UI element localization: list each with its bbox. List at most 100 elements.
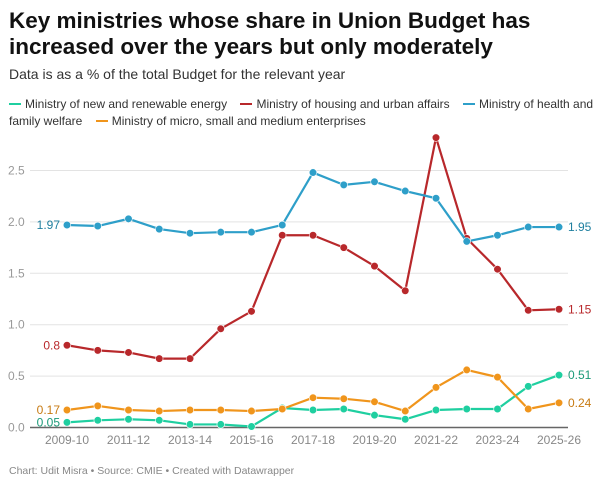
data-point: [247, 406, 256, 416]
data-point: [462, 404, 471, 414]
data-point: [62, 341, 72, 350]
data-point: [308, 405, 318, 415]
data-point: [524, 222, 533, 232]
data-point: [339, 404, 348, 414]
data-point: [93, 346, 102, 355]
data-point: [554, 370, 564, 380]
data-point: [247, 422, 256, 431]
legend-label: Ministry of housing and urban affairs: [256, 97, 450, 111]
data-point: [247, 228, 256, 237]
data-point: [554, 222, 564, 232]
data-point: [308, 168, 318, 177]
data-point: [401, 415, 410, 424]
data-point: [247, 307, 256, 316]
start-value-label: 0.05: [37, 415, 61, 429]
x-tick-label: 2009-10: [45, 433, 89, 447]
data-point: [431, 405, 441, 415]
chart-subtitle: Data is as a % of the total Budget for t…: [9, 66, 346, 82]
end-value-label: 1.15: [568, 302, 592, 316]
data-point: [401, 286, 410, 295]
data-point: [524, 306, 533, 315]
data-point: [62, 418, 72, 427]
data-point: [185, 420, 195, 429]
data-point: [339, 394, 348, 403]
data-point: [216, 405, 225, 415]
data-point: [431, 383, 441, 392]
data-point: [339, 243, 348, 252]
data-point: [339, 180, 348, 189]
data-point: [124, 405, 133, 415]
x-tick-label: 2013-14: [168, 433, 212, 447]
data-point: [370, 411, 379, 420]
y-tick-label: 1.5: [8, 266, 25, 280]
x-tick-label: 2015-16: [229, 433, 273, 447]
chart-footer: Chart: Udit Misra • Source: CMIE • Creat…: [9, 465, 295, 477]
data-point: [493, 404, 502, 414]
data-point: [308, 231, 318, 240]
data-point: [278, 231, 287, 240]
data-point: [155, 354, 164, 363]
x-tick-label: 2017-18: [291, 433, 335, 447]
data-point: [93, 416, 102, 425]
data-point: [93, 401, 102, 411]
x-tick-label: 2025-26: [537, 433, 581, 447]
data-point: [308, 393, 318, 402]
series-line: [66, 171, 559, 243]
data-point: [124, 214, 133, 223]
data-point: [462, 365, 471, 375]
end-value-label: 0.24: [568, 396, 592, 410]
start-value-label: 1.97: [37, 218, 61, 232]
legend-swatch: [463, 102, 476, 105]
data-point: [493, 265, 502, 274]
data-point: [216, 324, 225, 333]
data-point: [370, 397, 379, 406]
legend-label: Ministry of health and family welfare: [9, 97, 594, 128]
data-point: [185, 229, 195, 238]
data-point: [216, 228, 225, 237]
x-tick-label: 2011-12: [107, 433, 150, 447]
legend-label: Ministry of new and renewable energy: [25, 97, 228, 111]
data-point: [370, 177, 379, 186]
y-tick-label: 0.5: [8, 369, 25, 383]
data-point: [155, 224, 164, 234]
data-point: [278, 220, 287, 230]
legend-item-renewable: Ministry of new and renewable energy: [9, 97, 227, 111]
chart-title: Key ministries whose share in Union Budg…: [9, 8, 531, 59]
legend-item-health: Ministry of health and family welfare: [9, 97, 593, 128]
data-point: [431, 133, 441, 142]
x-tick-label: 2023-24: [475, 433, 519, 447]
data-point: [216, 420, 225, 429]
data-point: [124, 415, 133, 424]
data-point: [185, 354, 195, 363]
legend: Ministry of new and renewable energy Min…: [9, 96, 599, 130]
end-value-label: 1.95: [568, 220, 592, 234]
y-tick-label: 2.5: [8, 164, 25, 178]
legend-label: Ministry of micro, small and medium ente…: [111, 114, 366, 128]
y-tick-label: 2.0: [8, 215, 25, 229]
data-point: [554, 398, 564, 407]
data-point: [62, 220, 72, 230]
legend-swatch: [240, 102, 253, 105]
legend-swatch: [9, 102, 21, 105]
data-point: [462, 237, 471, 246]
start-value-label: 0.17: [37, 403, 61, 417]
y-tick-label: 0.0: [8, 421, 25, 435]
data-point: [185, 405, 195, 415]
start-value-label: 0.8: [43, 338, 60, 352]
end-value-label: 0.51: [568, 368, 592, 382]
data-point: [554, 305, 564, 314]
legend-item-housing: Ministry of housing and urban affairs: [240, 97, 450, 111]
data-point: [62, 405, 72, 415]
data-point: [401, 186, 410, 196]
data-point: [124, 348, 133, 357]
data-point: [278, 404, 287, 414]
data-point: [493, 373, 502, 382]
legend-item-msme: Ministry of micro, small and medium ente…: [95, 114, 366, 128]
y-tick-label: 1.0: [8, 318, 25, 332]
data-point: [524, 404, 533, 414]
legend-swatch: [95, 119, 108, 122]
data-point: [431, 194, 441, 203]
data-point: [93, 221, 102, 231]
data-point: [401, 406, 410, 416]
